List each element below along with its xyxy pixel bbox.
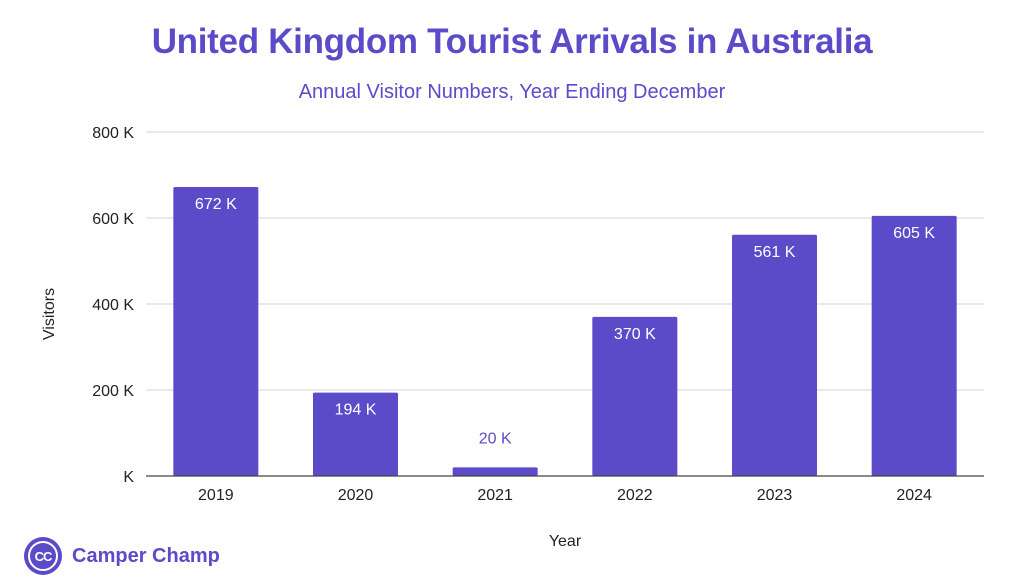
x-tick-label: 2019	[198, 487, 234, 504]
data-label: 561 K	[754, 244, 796, 261]
data-label: 672 K	[195, 196, 237, 213]
bar	[592, 316, 678, 476]
bar	[173, 187, 259, 477]
brand-logo-text: CC	[28, 541, 58, 571]
x-tick-label: 2020	[338, 487, 374, 504]
data-label: 20 K	[479, 430, 512, 447]
y-tick-label: 400 K	[92, 297, 134, 314]
x-tick-label: 2022	[617, 487, 653, 504]
brand-name: Camper Champ	[72, 544, 220, 567]
data-label: 370 K	[614, 326, 656, 343]
bar	[871, 215, 957, 476]
bar	[452, 467, 538, 476]
y-tick-label: 200 K	[92, 383, 134, 400]
y-tick-label: 600 K	[92, 211, 134, 228]
x-tick-label: 2023	[757, 487, 793, 504]
brand-footer: CC Camper Champ	[24, 537, 220, 575]
chart-subtitle: Annual Visitor Numbers, Year Ending Dece…	[298, 81, 726, 103]
chart-title: United Kingdom Tourist Arrivals in Austr…	[151, 22, 873, 61]
data-label: 194 K	[335, 402, 377, 419]
camper-champ-logo-icon: CC	[24, 537, 62, 575]
x-tick-label: 2024	[896, 487, 932, 504]
x-tick-label: 2021	[477, 487, 513, 504]
y-tick-label: K	[123, 469, 134, 486]
data-label: 605 K	[893, 225, 935, 242]
bar	[313, 392, 398, 476]
bar	[732, 234, 817, 476]
y-tick-label: 800 K	[92, 125, 134, 142]
x-axis-title: Year	[549, 533, 582, 550]
y-axis-title: Visitors	[41, 288, 58, 340]
